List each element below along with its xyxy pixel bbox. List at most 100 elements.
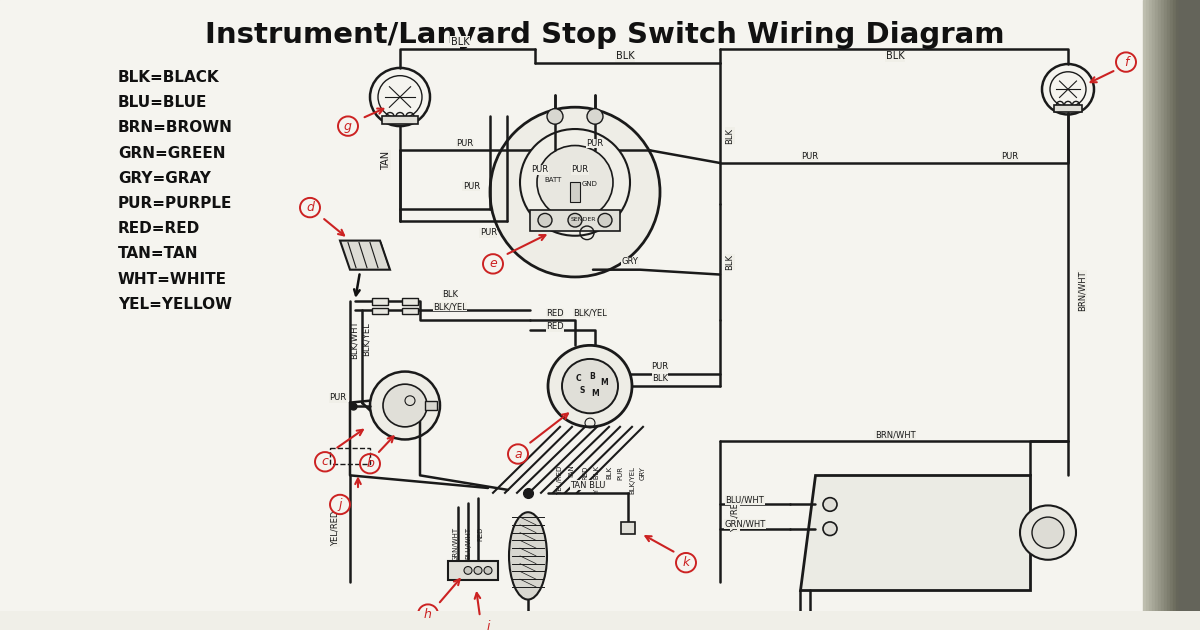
Circle shape	[520, 129, 630, 236]
Bar	[1182, 0, 1186, 611]
Text: BRN/WHT: BRN/WHT	[1078, 271, 1086, 311]
Text: PUR: PUR	[802, 152, 818, 161]
Bar	[1174, 0, 1176, 611]
Bar	[1164, 0, 1166, 611]
Text: S: S	[580, 386, 584, 396]
Text: M: M	[592, 389, 599, 398]
Circle shape	[538, 146, 613, 219]
Bar	[1146, 0, 1150, 611]
Text: h: h	[424, 607, 432, 621]
Text: GRY: GRY	[640, 466, 646, 479]
Bar	[1186, 0, 1188, 611]
Text: YEL/RED: YEL/RED	[557, 466, 563, 495]
Text: BLK/YEL: BLK/YEL	[433, 302, 467, 311]
Text: PUR=PURPLE: PUR=PURPLE	[118, 196, 233, 211]
Text: BLK/WHT: BLK/WHT	[350, 320, 359, 359]
Text: TAN BLU: TAN BLU	[570, 481, 606, 490]
Bar	[425, 401, 437, 410]
Bar	[382, 117, 418, 124]
Text: e: e	[490, 258, 497, 270]
Text: i: i	[486, 620, 490, 630]
Text: PUR: PUR	[532, 165, 548, 175]
Bar	[402, 298, 418, 305]
Text: BLU/WHT: BLU/WHT	[466, 527, 470, 559]
Text: a: a	[514, 447, 522, 461]
Text: BATT: BATT	[545, 178, 562, 183]
Text: PUR: PUR	[480, 228, 497, 238]
Circle shape	[562, 359, 618, 413]
Bar	[1152, 0, 1154, 611]
Text: c: c	[322, 455, 329, 468]
Text: BLK/YEL: BLK/YEL	[362, 323, 371, 357]
Text: Instrument/Lanyard Stop Switch Wiring Diagram: Instrument/Lanyard Stop Switch Wiring Di…	[205, 21, 1004, 49]
Bar	[402, 307, 418, 314]
Bar	[330, 448, 370, 464]
Circle shape	[383, 384, 427, 427]
Text: GRN=GREEN: GRN=GREEN	[118, 146, 226, 161]
Text: M: M	[600, 378, 608, 387]
Text: RED: RED	[582, 466, 588, 480]
Text: PUR: PUR	[571, 165, 588, 175]
Bar	[796, 614, 804, 620]
Circle shape	[1032, 517, 1064, 548]
Text: j: j	[338, 498, 342, 511]
Bar	[1154, 0, 1158, 611]
Text: BRN/WHT: BRN/WHT	[875, 430, 916, 439]
Circle shape	[548, 345, 632, 427]
Text: BLK: BLK	[451, 37, 469, 47]
Bar	[1170, 0, 1174, 611]
Bar	[1178, 0, 1182, 611]
Circle shape	[464, 566, 472, 575]
Text: BLU/WHT: BLU/WHT	[726, 495, 764, 504]
Text: PUR: PUR	[330, 393, 347, 402]
Text: PUR: PUR	[456, 139, 474, 148]
Bar	[530, 210, 620, 231]
Bar	[570, 182, 580, 202]
Text: PUR: PUR	[652, 362, 668, 371]
Circle shape	[587, 108, 604, 124]
Text: BLK: BLK	[606, 466, 612, 479]
Ellipse shape	[509, 512, 547, 600]
Bar	[1190, 0, 1194, 611]
Text: BLK: BLK	[616, 51, 635, 61]
Text: GRY=GRAY: GRY=GRAY	[118, 171, 211, 186]
Text: C: C	[575, 374, 581, 383]
Text: GRN/WHT: GRN/WHT	[725, 519, 766, 529]
Text: PUR: PUR	[1002, 152, 1019, 161]
Circle shape	[538, 214, 552, 227]
Text: BLK: BLK	[726, 128, 734, 144]
Bar	[1162, 0, 1164, 611]
Text: g: g	[344, 120, 352, 133]
Text: PUR: PUR	[587, 139, 604, 148]
Text: YEL=YELLOW: YEL=YELLOW	[118, 297, 232, 312]
Polygon shape	[800, 476, 1030, 590]
Text: SENDER: SENDER	[570, 217, 595, 222]
Text: RED: RED	[478, 527, 482, 541]
Text: GRN/WHT: GRN/WHT	[454, 527, 458, 561]
Circle shape	[823, 522, 838, 536]
Bar	[1166, 0, 1170, 611]
Text: YEL/RED: YEL/RED	[731, 496, 739, 532]
Circle shape	[598, 214, 612, 227]
Text: BLK: BLK	[652, 374, 668, 383]
Text: BLK: BLK	[886, 51, 905, 61]
Circle shape	[1020, 505, 1076, 560]
Bar	[1150, 0, 1152, 611]
Bar	[1142, 0, 1146, 611]
Text: TAN: TAN	[382, 151, 391, 169]
Text: BLK=BLACK: BLK=BLACK	[118, 70, 220, 85]
Bar	[372, 298, 388, 305]
Text: BRN=BROWN: BRN=BROWN	[118, 120, 233, 135]
Bar	[448, 561, 498, 580]
Text: RED: RED	[546, 309, 564, 318]
Bar	[1176, 0, 1178, 611]
Text: TAN: TAN	[569, 466, 575, 479]
Circle shape	[484, 566, 492, 575]
Text: BLU=BLUE: BLU=BLUE	[118, 95, 208, 110]
Text: BLK/YEL: BLK/YEL	[574, 309, 607, 318]
Text: TAN=TAN: TAN=TAN	[118, 246, 198, 261]
Text: GRY: GRY	[622, 258, 638, 266]
Text: BLK/YEL: BLK/YEL	[629, 466, 635, 494]
Bar	[1158, 0, 1162, 611]
Bar	[1054, 105, 1082, 112]
